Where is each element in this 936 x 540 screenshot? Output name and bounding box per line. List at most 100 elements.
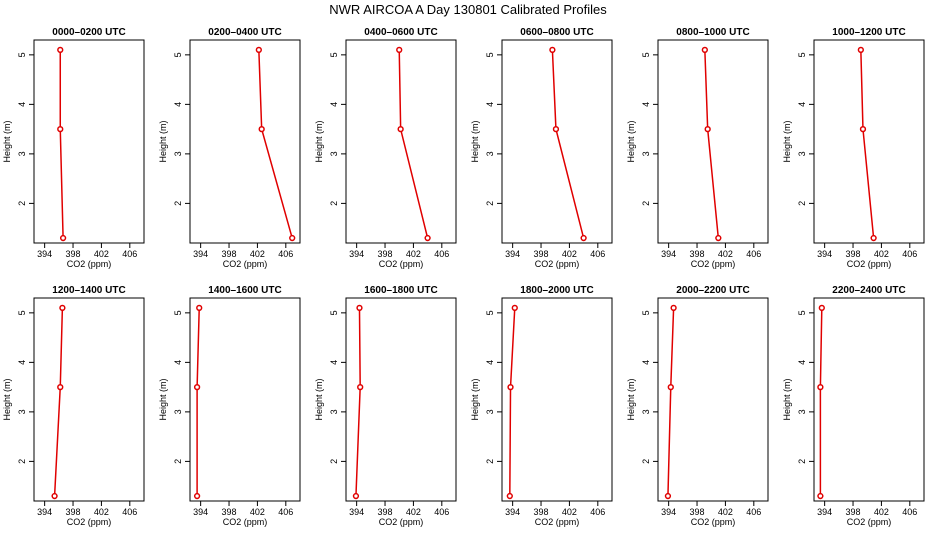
data-point <box>552 125 560 133</box>
x-tick-label: 398 <box>66 507 81 517</box>
x-axis-label: CO2 (ppm) <box>379 259 424 269</box>
y-tick-label: 3 <box>17 409 27 414</box>
x-tick-label: 402 <box>718 507 733 517</box>
data-point <box>258 125 265 133</box>
x-tick-label: 402 <box>562 249 577 259</box>
y-tick-label: 5 <box>17 52 27 57</box>
y-tick-label: 4 <box>797 102 807 107</box>
panel-title: 1200–1400 UTC <box>52 285 125 296</box>
y-tick-label: 2 <box>17 459 27 464</box>
plot-frame <box>345 39 457 244</box>
x-axis-label: CO2 (ppm) <box>223 259 268 269</box>
y-tick-label: 5 <box>17 310 27 315</box>
x-tick-label: 398 <box>378 507 393 517</box>
panel-10: 1800–2000 UTC 394 398 402 406 2 3 4 5 CO2 (ppm) He… <box>470 285 613 527</box>
y-tick-label: 2 <box>797 459 807 464</box>
plot-frame <box>657 39 769 244</box>
y-tick-label: 5 <box>173 52 183 57</box>
x-tick-label: 394 <box>505 507 520 517</box>
x-tick-label: 394 <box>193 249 208 259</box>
data-point <box>289 234 296 242</box>
plot-frame <box>189 39 301 244</box>
x-tick-label: 394 <box>37 507 52 517</box>
y-axis-label: Height (m) <box>158 120 168 162</box>
y-tick-label: 5 <box>797 310 807 315</box>
x-tick-label: 406 <box>746 507 761 517</box>
x-tick-label: 406 <box>590 507 605 517</box>
x-tick-label: 406 <box>590 249 605 259</box>
panel-6: 1000–1200 UTC 394 398 402 406 2 3 4 5 CO2 (ppm) He… <box>782 27 925 269</box>
y-tick-label: 4 <box>485 360 495 365</box>
panels: 0000–0200 UTC 394 398 402 406 2 3 4 5 CO2 (ppm) He… <box>2 27 925 527</box>
x-tick-label: 398 <box>690 249 705 259</box>
y-tick-label: 2 <box>797 201 807 206</box>
y-axis-label: Height (m) <box>314 120 324 162</box>
x-tick-label: 402 <box>874 249 889 259</box>
data-point <box>511 304 518 312</box>
y-axis-label: Height (m) <box>314 378 324 420</box>
x-tick-label: 402 <box>562 507 577 517</box>
data-point <box>396 46 403 54</box>
y-tick-label: 2 <box>641 459 651 464</box>
y-tick-label: 4 <box>329 102 339 107</box>
y-tick-label: 3 <box>329 151 339 156</box>
x-axis-label: CO2 (ppm) <box>691 259 736 269</box>
x-tick-label: 402 <box>250 249 265 259</box>
data-point <box>549 46 556 54</box>
x-axis-label: CO2 (ppm) <box>535 259 580 269</box>
data-point <box>715 234 722 242</box>
y-tick-label: 4 <box>173 102 183 107</box>
data-point <box>664 492 672 500</box>
y-tick-label: 5 <box>173 310 183 315</box>
data-point <box>667 383 674 391</box>
y-tick-label: 3 <box>329 409 339 414</box>
x-tick-label: 394 <box>349 507 364 517</box>
x-tick-label: 398 <box>378 249 393 259</box>
data-point <box>580 234 587 242</box>
panel-12: 2200–2400 UTC 394 398 402 406 2 3 4 5 CO2 (ppm) He… <box>782 285 925 527</box>
x-tick-label: 394 <box>817 507 832 517</box>
x-axis-label: CO2 (ppm) <box>67 259 112 269</box>
y-tick-label: 4 <box>485 102 495 107</box>
data-point <box>857 46 864 54</box>
x-tick-label: 406 <box>902 249 917 259</box>
y-tick-label: 3 <box>641 409 651 414</box>
x-tick-label: 394 <box>193 507 208 517</box>
panel-title: 2200–2400 UTC <box>832 285 905 296</box>
plot-frame <box>657 297 769 502</box>
y-tick-label: 3 <box>17 151 27 156</box>
profile-line <box>59 49 64 239</box>
profile-line <box>667 307 675 497</box>
data-point <box>357 383 364 391</box>
plot-frame <box>345 297 457 502</box>
panel-11: 2000–2200 UTC 394 398 402 406 2 3 4 5 CO2 (ppm) He… <box>626 285 769 527</box>
panel-5: 0800–1000 UTC 394 398 402 406 2 3 4 5 CO2 (ppm) He… <box>626 27 769 269</box>
x-tick-label: 402 <box>718 249 733 259</box>
y-tick-label: 4 <box>641 360 651 365</box>
panel-9: 1600–1800 UTC 394 398 402 406 2 3 4 5 CO2 (ppm) He… <box>314 285 457 527</box>
data-point <box>424 234 431 242</box>
x-tick-label: 402 <box>406 249 421 259</box>
y-axis-label: Height (m) <box>626 120 636 162</box>
panel-7: 1200–1400 UTC 394 398 402 406 2 3 4 5 CO2 (ppm) He… <box>2 285 145 527</box>
x-tick-label: 402 <box>94 507 109 517</box>
panel-title: 0000–0200 UTC <box>52 27 125 38</box>
y-tick-label: 2 <box>485 201 495 206</box>
y-tick-label: 5 <box>329 52 339 57</box>
x-tick-label: 402 <box>94 249 109 259</box>
data-point <box>507 383 514 391</box>
y-tick-label: 2 <box>17 201 27 206</box>
panel-8: 1400–1600 UTC 394 398 402 406 2 3 4 5 CO2 (ppm) He… <box>158 285 301 527</box>
data-point <box>57 383 64 391</box>
y-tick-label: 5 <box>641 310 651 315</box>
data-point <box>352 492 360 500</box>
panel-title: 1000–1200 UTC <box>832 27 905 38</box>
data-point <box>817 492 824 500</box>
y-tick-label: 3 <box>797 151 807 156</box>
x-axis-label: CO2 (ppm) <box>535 517 580 527</box>
x-tick-label: 402 <box>406 507 421 517</box>
y-axis-label: Height (m) <box>158 378 168 420</box>
y-tick-label: 4 <box>641 102 651 107</box>
data-point <box>870 234 877 242</box>
x-tick-label: 398 <box>846 507 861 517</box>
